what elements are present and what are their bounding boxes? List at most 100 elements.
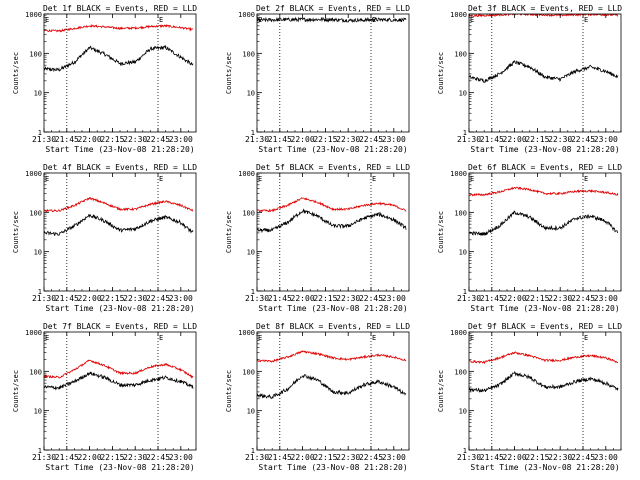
y-tick-label: 1000: [25, 11, 42, 19]
plot-frame: [43, 331, 197, 451]
x-tick-label: 22:00: [503, 294, 527, 303]
y-tick-label: 10: [34, 90, 42, 98]
marker-label: E: [470, 16, 474, 24]
y-tick-label: 10: [247, 90, 255, 98]
y-axis-label: Counts/sec: [225, 370, 233, 412]
y-tick-label: 1: [38, 447, 42, 455]
marker-label: E: [159, 16, 163, 24]
marker-label: E: [372, 16, 376, 24]
y-axis-label: Counts/sec: [225, 211, 233, 253]
x-tick-label: 22:45: [359, 294, 383, 303]
x-tick-label: 21:45: [55, 294, 79, 303]
y-tick-label: 1000: [450, 170, 467, 178]
x-tick-label: 22:15: [313, 135, 337, 144]
marker-label: E: [470, 334, 474, 342]
x-tick-label: 22:00: [291, 294, 315, 303]
plot-frame: [43, 172, 197, 292]
y-tick-label: 1000: [238, 11, 255, 19]
y-tick-label: 1: [251, 288, 255, 296]
x-tick-label: 22:45: [571, 135, 595, 144]
plot-frame: [468, 13, 622, 133]
y-tick-label: 1000: [25, 329, 42, 337]
y-tick-label: 1000: [450, 11, 467, 19]
x-axis-label: Start Time (23-Nov-08 21:28:20): [258, 304, 407, 313]
marker-label: E: [372, 334, 376, 342]
x-tick-label: 22:30: [123, 453, 147, 462]
series-events: [44, 44, 194, 73]
x-tick-label: 21:45: [55, 135, 79, 144]
y-axis-label: Counts/sec: [12, 211, 20, 253]
x-tick-label: 21:45: [268, 294, 292, 303]
series-lld: [469, 351, 619, 365]
x-tick-label: 21:30: [32, 135, 56, 144]
y-axis-label: Counts/sec: [12, 370, 20, 412]
x-tick-label: 23:00: [382, 135, 406, 144]
series-events: [469, 371, 619, 393]
y-tick-label: 100: [454, 50, 467, 58]
x-tick-label: 23:00: [594, 135, 618, 144]
series-events: [44, 371, 194, 391]
x-tick-label: 23:00: [169, 135, 193, 144]
x-tick-label: 21:45: [55, 453, 79, 462]
x-axis-label: Start Time (23-Nov-08 21:28:20): [470, 304, 619, 313]
series-lld: [257, 349, 407, 363]
x-tick-label: 22:45: [571, 294, 595, 303]
plot-frame: [43, 13, 197, 133]
panel-title: Det 9f BLACK = Events, RED = LLD: [468, 322, 622, 331]
x-tick-label: 21:30: [32, 453, 56, 462]
x-tick-label: 22:30: [336, 294, 360, 303]
x-axis-label: Start Time (23-Nov-08 21:28:20): [258, 145, 407, 154]
marker-label: E: [584, 16, 588, 24]
y-axis-label: Counts/sec: [437, 370, 445, 412]
y-tick-label: 10: [247, 408, 255, 416]
x-tick-label: 22:45: [571, 453, 595, 462]
marker-label: E: [159, 175, 163, 183]
x-tick-label: 22:30: [548, 135, 572, 144]
x-tick-label: 21:30: [457, 453, 481, 462]
x-axis-label: Start Time (23-Nov-08 21:28:20): [45, 145, 194, 154]
series-lld: [469, 14, 619, 18]
plot-frame: [468, 331, 622, 451]
marker-label: E: [159, 334, 163, 342]
y-tick-label: 100: [242, 368, 255, 376]
y-tick-label: 1: [251, 129, 255, 137]
panel-title: Det 5f BLACK = Events, RED = LLD: [256, 163, 410, 172]
series-events: [257, 374, 407, 400]
x-tick-label: 23:00: [594, 453, 618, 462]
y-axis-label: Counts/sec: [437, 52, 445, 94]
y-axis-label: Counts/sec: [12, 52, 20, 94]
series-lld: [44, 23, 194, 33]
marker-label: E: [258, 334, 262, 342]
x-tick-label: 22:45: [359, 453, 383, 462]
series-events: [257, 208, 407, 234]
x-tick-label: 22:45: [146, 135, 170, 144]
y-tick-label: 10: [459, 249, 467, 257]
y-axis-label: Counts/sec: [225, 52, 233, 94]
x-tick-label: 22:15: [100, 294, 124, 303]
x-tick-label: 22:00: [503, 135, 527, 144]
x-tick-label: 22:30: [548, 453, 572, 462]
y-tick-label: 100: [454, 368, 467, 376]
x-tick-label: 23:00: [594, 294, 618, 303]
plot-frame: [256, 172, 410, 292]
y-tick-label: 1: [38, 129, 42, 137]
x-tick-label: 22:15: [525, 453, 549, 462]
x-tick-label: 22:15: [313, 453, 337, 462]
x-tick-label: 23:00: [382, 294, 406, 303]
y-tick-label: 100: [242, 209, 255, 217]
y-tick-label: 10: [459, 408, 467, 416]
x-tick-label: 21:30: [245, 135, 269, 144]
marker-label: E: [470, 175, 474, 183]
x-tick-label: 22:00: [78, 453, 102, 462]
x-tick-label: 22:30: [123, 135, 147, 144]
y-tick-label: 1: [251, 447, 255, 455]
y-tick-label: 1000: [238, 170, 255, 178]
x-tick-label: 22:00: [78, 135, 102, 144]
y-tick-label: 1000: [450, 329, 467, 337]
x-tick-label: 23:00: [382, 453, 406, 462]
